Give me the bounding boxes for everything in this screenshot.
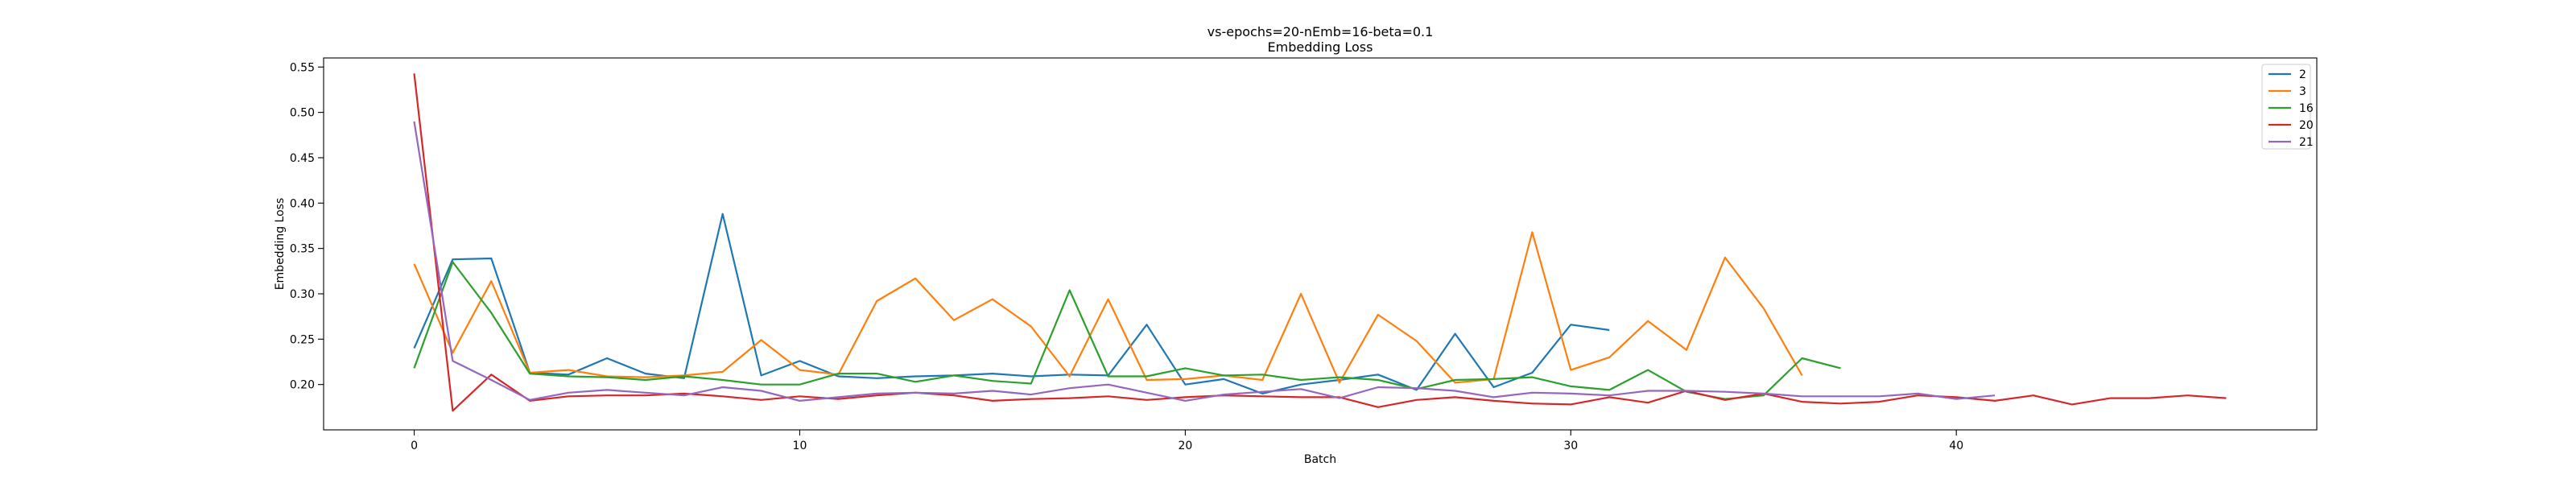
y-axis-label: Embedding Loss <box>274 198 287 291</box>
x-tick-label: 0 <box>411 440 418 452</box>
y-tick-label: 0.50 <box>290 107 315 120</box>
series-line-3 <box>413 231 1803 384</box>
x-axis-label: Batch <box>1304 453 1336 466</box>
chart-subtitle: Embedding Loss <box>1268 39 1373 55</box>
y-tick-label: 0.55 <box>290 61 315 74</box>
legend-label-21: 21 <box>2299 136 2314 149</box>
x-tick-label: 20 <box>1178 440 1192 452</box>
legend-label-3: 3 <box>2299 85 2306 98</box>
x-tick-label: 10 <box>793 440 807 452</box>
x-axis-ticks: 0 10 20 30 40 <box>411 430 1963 452</box>
y-axis-ticks: 0.20 0.25 0.30 0.35 0.40 0.45 0.50 0.55 <box>290 61 324 392</box>
y-tick-label: 0.30 <box>290 288 315 301</box>
series-line-2 <box>413 213 1610 394</box>
series-layer <box>413 73 2227 412</box>
legend-frame <box>2261 64 2311 150</box>
chart-title: vs-epochs=20-nEmb=16-beta=0.1 <box>1208 24 1434 39</box>
x-tick-label: 30 <box>1563 440 1578 452</box>
series-line-21 <box>413 121 1996 402</box>
x-tick-label: 40 <box>1949 440 1963 452</box>
series-line-20 <box>413 73 2227 412</box>
y-tick-label: 0.20 <box>290 379 315 392</box>
legend-label-20: 20 <box>2299 119 2314 132</box>
y-tick-label: 0.40 <box>290 197 315 210</box>
y-tick-label: 0.35 <box>290 243 315 256</box>
y-tick-label: 0.45 <box>290 152 315 165</box>
plot-frame <box>323 57 2318 431</box>
y-tick-label: 0.25 <box>290 333 315 346</box>
series-line-16 <box>413 261 1841 400</box>
legend-label-16: 16 <box>2299 102 2314 115</box>
legend-label-2: 2 <box>2299 68 2306 81</box>
legend: 2 3 16 20 21 <box>2261 64 2314 150</box>
